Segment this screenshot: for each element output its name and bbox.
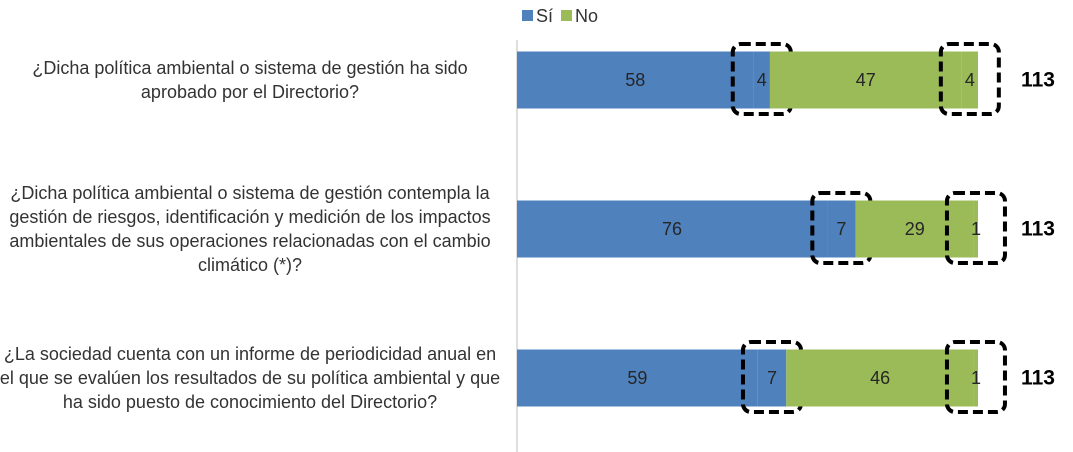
bar-segment (961, 51, 978, 109)
bar-segment (973, 200, 978, 258)
highlight-box (938, 42, 1001, 116)
data-label: 1 (971, 219, 981, 239)
data-label: 1 (971, 368, 981, 388)
bar-segment (757, 349, 787, 407)
category-label: ¿Dicha política ambiental o sistema de g… (9, 183, 491, 275)
bar-segment (827, 200, 856, 258)
legend-label: Sí (536, 6, 553, 26)
data-label: 4 (757, 70, 767, 90)
highlight-box (944, 340, 1007, 414)
data-label: 4 (965, 70, 975, 90)
bar-segment (855, 200, 974, 258)
data-label: 7 (767, 368, 777, 388)
data-label: 29 (905, 219, 925, 239)
highlight-box (944, 191, 1007, 265)
legend-swatch (561, 10, 573, 21)
total-label: 113 (1021, 367, 1055, 390)
bar-segment (517, 51, 754, 109)
bar-segment (973, 349, 978, 407)
data-label: 76 (662, 219, 682, 239)
total-label: 113 (1021, 69, 1055, 92)
category-label: ¿Dicha política ambiental o sistema de g… (32, 58, 468, 102)
legend-label: No (575, 6, 598, 26)
bar-segment (753, 51, 770, 109)
bar-segment (786, 349, 974, 407)
data-label: 58 (625, 70, 645, 90)
data-label: 47 (856, 70, 876, 90)
data-label: 7 (836, 219, 846, 239)
data-label: 59 (627, 368, 647, 388)
bar-segment (769, 51, 962, 109)
total-label: 113 (1021, 218, 1055, 241)
category-label: ¿La sociedad cuenta con un informe de pe… (0, 344, 501, 412)
bar-segment (517, 349, 758, 407)
bar-segment (517, 200, 828, 258)
data-label: 46 (870, 368, 890, 388)
legend-swatch (522, 10, 533, 21)
